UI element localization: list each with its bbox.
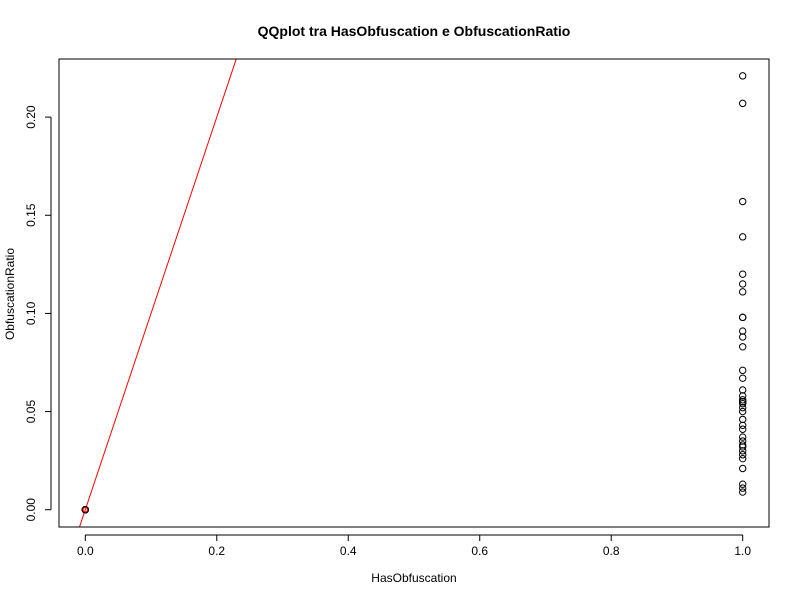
data-point [739, 270, 747, 278]
data-point [739, 407, 747, 416]
x-tick-label: 0.6 [471, 544, 488, 558]
data-point [739, 484, 747, 492]
chart-title: QQplot tra HasObfuscation e ObfuscationR… [258, 23, 571, 39]
data-point [739, 343, 747, 351]
x-tick-label: 0.4 [340, 544, 357, 558]
data-point [739, 396, 747, 404]
plot-area [78, 59, 747, 527]
data-point [739, 366, 747, 375]
data-point [739, 443, 747, 451]
data-point [81, 506, 89, 514]
data-point [739, 280, 747, 288]
data-point [739, 313, 747, 322]
data-point [739, 327, 747, 335]
x-axis: 0.0 0.2 0.4 0.6 0.8 1.0 [77, 534, 751, 558]
plot-frame [58, 58, 770, 528]
data-point [739, 400, 747, 408]
y-tick-label: 0.05 [24, 400, 38, 424]
data-point [739, 464, 747, 473]
data-point [739, 333, 747, 341]
data-point [739, 403, 747, 412]
data-point [739, 398, 747, 406]
y-tick-label: 0.20 [24, 105, 38, 129]
x-tick-label: 0.0 [77, 544, 94, 558]
data-point [739, 421, 747, 430]
data-point [739, 488, 747, 496]
x-tick-label: 1.0 [734, 544, 751, 558]
qq-reference-line [78, 59, 237, 527]
data-point [739, 99, 747, 108]
data-point [739, 233, 747, 241]
origin-point [82, 507, 88, 513]
data-point [739, 437, 747, 445]
data-point [739, 374, 747, 382]
data-point [739, 480, 747, 488]
data-point [739, 72, 747, 80]
data-point [739, 392, 747, 400]
y-tick-label: 0.10 [24, 301, 38, 325]
data-point [739, 415, 747, 424]
y-tick-label: 0.00 [24, 498, 38, 522]
data-point [739, 451, 747, 459]
data-point [739, 441, 747, 449]
data-point [739, 454, 747, 463]
data-point [739, 447, 747, 455]
x-tick-label: 0.2 [208, 544, 225, 558]
data-point [739, 433, 747, 441]
data-point [739, 288, 747, 296]
x-axis-label: HasObfuscation [371, 571, 456, 585]
data-point [739, 386, 747, 394]
y-axis-label: ObfuscationRatio [3, 248, 17, 340]
y-axis: 0.00 0.05 0.10 0.15 0.20 [24, 105, 52, 522]
data-point [739, 197, 747, 206]
data-point [739, 425, 747, 433]
x-tick-label: 0.8 [603, 544, 620, 558]
y-tick-label: 0.15 [24, 203, 38, 227]
